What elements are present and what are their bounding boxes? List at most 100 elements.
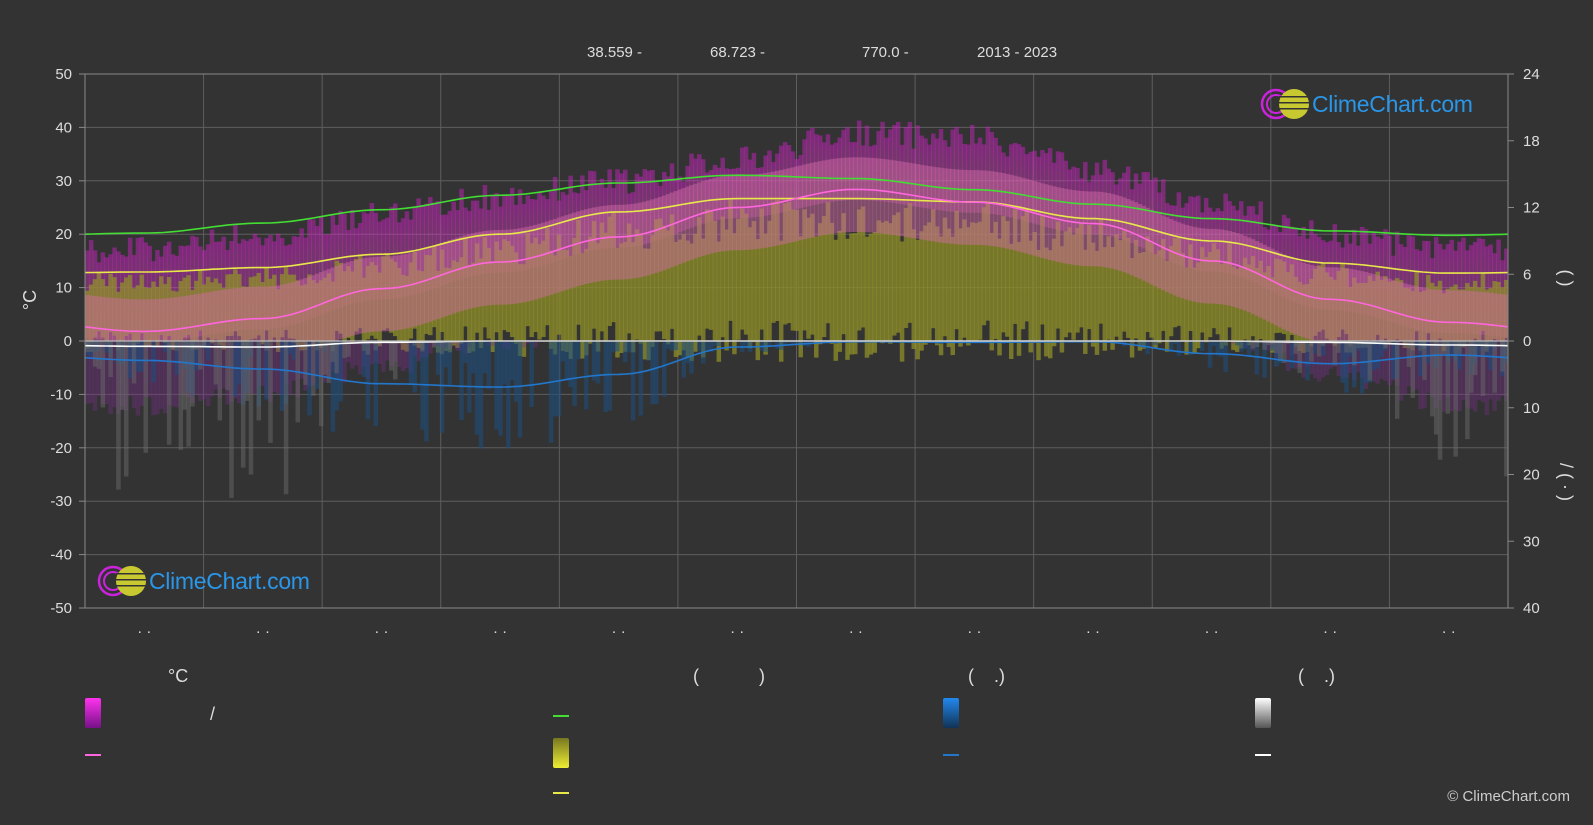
precip-bar (560, 341, 566, 362)
temp-mean-band (1047, 185, 1053, 261)
temp-mean-band (802, 164, 807, 240)
temp-band-bar (829, 144, 835, 202)
sunshine-bar (1274, 258, 1279, 334)
snow-bar (334, 341, 340, 374)
sunshine-bar (1375, 271, 1380, 335)
temp-mean-band (1083, 191, 1088, 267)
temp-band-bar (1133, 173, 1139, 245)
precip-bar (673, 341, 679, 351)
temp-band-bar (650, 170, 655, 243)
temp-band-bar (1083, 161, 1088, 234)
temp-band-bar (1352, 229, 1357, 313)
sunshine-bar (1122, 230, 1127, 332)
sunshine-bar (209, 282, 215, 344)
temp-mean-band (1480, 291, 1486, 341)
temp-mean-band (743, 175, 749, 250)
temp-min-band (209, 341, 215, 397)
temp-mean-band (494, 229, 499, 305)
precip-bar (1129, 341, 1135, 345)
sunshine-bar (1176, 237, 1182, 326)
temp-mean-band (1250, 239, 1256, 314)
sunshine-bar (693, 233, 698, 352)
temp-band-bar (755, 167, 761, 217)
temp-mean-band (291, 281, 297, 341)
sunshine-bar (1488, 288, 1494, 346)
brand-name-top[interactable]: ClimeChart.com (1312, 90, 1473, 117)
temp-mean-band (931, 166, 936, 242)
temp-band-bar (244, 240, 250, 330)
temp-band-bar (950, 129, 955, 212)
temp-mean-band (443, 241, 449, 317)
temp-band-bar (482, 185, 488, 274)
left-tick-label: 0 (64, 333, 72, 350)
sunshine-bar (521, 264, 527, 357)
sunshine-bar (513, 252, 519, 344)
temp-mean-band (252, 286, 258, 341)
temp-mean-band (116, 298, 121, 341)
sunshine-bar (611, 212, 616, 323)
sunshine-bar (966, 227, 971, 346)
sunshine-bar (1500, 287, 1505, 346)
snow-bar (1277, 341, 1283, 362)
temp-mean-band (529, 225, 534, 301)
temp-min-band (1449, 341, 1455, 412)
snow-bar (1457, 341, 1462, 354)
sunshine-bar (1281, 261, 1287, 335)
temp-mean-band (564, 215, 570, 290)
sunshine-bar (147, 287, 152, 347)
copyright-notice[interactable]: © ClimeChart.com (1447, 788, 1570, 805)
sunshine-bar (326, 273, 332, 343)
temp-mean-band (276, 285, 281, 341)
temp-mean-band (892, 160, 897, 236)
sunshine-bar (139, 274, 145, 334)
temp-band-bar (864, 125, 870, 201)
sunshine-bar (1106, 236, 1111, 340)
temp-min-band (521, 341, 527, 348)
sunshine-bar (786, 202, 792, 324)
sunshine-bar (1437, 280, 1443, 339)
temp-band-bar (1153, 177, 1158, 255)
temp-mean-band (1324, 267, 1330, 341)
temp-mean-band (170, 297, 176, 341)
temp-mean-band (556, 217, 562, 293)
sunshine-bar (221, 288, 226, 350)
precip-bar (603, 341, 609, 413)
temp-mean-band (326, 269, 332, 341)
precip-bar (1211, 341, 1217, 347)
temp-mean-band (412, 251, 417, 327)
temp-band-bar (1266, 229, 1271, 290)
temp-band-bar (817, 135, 823, 204)
temp-min-band (396, 341, 402, 367)
temp-mean-band (159, 298, 164, 341)
temp-band-bar (373, 212, 378, 300)
temp-mean-band (1359, 271, 1365, 341)
temp-mean-band (942, 168, 948, 243)
sunshine-bar (739, 208, 745, 330)
sunshine-bar (1231, 266, 1236, 351)
temp-mean-band (615, 204, 620, 280)
sunshine-bar (1153, 254, 1158, 348)
temp-band-bar (1270, 225, 1275, 292)
temp-mean-band (338, 264, 343, 340)
sunshine-bar (1285, 271, 1291, 344)
temp-mean-band (775, 170, 780, 246)
sunshine-bar (747, 227, 753, 349)
sunshine-bar (619, 243, 624, 354)
brand-name-bottom[interactable]: ClimeChart.com (149, 567, 310, 594)
sunshine-bar (342, 271, 347, 343)
sunshine-bar (1270, 277, 1275, 353)
sunshine-bar (814, 236, 819, 358)
legend-temp-range-label: / (110, 704, 216, 724)
temp-min-band (299, 341, 304, 379)
sunshine-bar (299, 285, 304, 351)
temp-band-bar (899, 144, 905, 205)
precip-bar (568, 341, 573, 388)
temp-band-bar (728, 169, 733, 219)
temp-mean-band (1394, 281, 1400, 341)
temp-mean-band (763, 173, 768, 248)
temp-mean-band (1024, 178, 1030, 254)
left-tick-label: 10 (55, 280, 72, 297)
right-top-tick-label: 6 (1523, 266, 1531, 283)
sunshine-bar (658, 218, 663, 332)
temp-mean-band (981, 170, 987, 246)
